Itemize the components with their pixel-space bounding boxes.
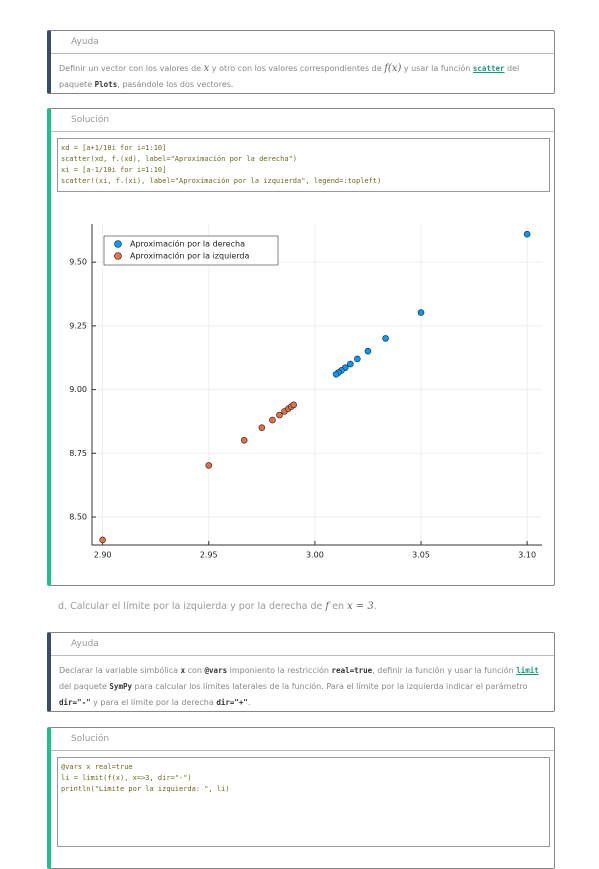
point: [417, 309, 425, 316]
text: del paquete: [59, 682, 110, 691]
page-body: Ayuda Definir un vector con los valores …: [47, 30, 555, 869]
text: , definir la función y usar la función: [372, 666, 517, 675]
code-link[interactable]: scatter: [472, 64, 505, 73]
point: [382, 335, 389, 342]
y-tick-label: 9.00: [69, 385, 87, 394]
code-block: xd = [a+1/10i for i=1:10] scatter(xd, f.…: [57, 138, 550, 192]
text: .: [247, 698, 251, 707]
help-box: Ayuda Definir un vector con los valores …: [47, 30, 555, 94]
text: .: [373, 601, 377, 612]
legend-marker: [114, 240, 122, 248]
point: [347, 360, 354, 368]
math: f(x): [384, 63, 402, 74]
point: [205, 462, 213, 469]
x-tick-label: 3.10: [518, 551, 536, 560]
y-tick-label: 8.50: [69, 512, 87, 521]
text: y otro con los valores correspondientes …: [209, 64, 385, 73]
help-title: Ayuda: [51, 31, 554, 54]
point: [364, 347, 372, 355]
point: [354, 355, 361, 363]
y-tick-label: 9.25: [69, 321, 87, 330]
point: [523, 230, 531, 238]
legend-label: Aproximación por la izquierda: [130, 251, 250, 261]
text: , pasándole los dos vectores.: [117, 80, 234, 89]
code-block: @vars x real=true li = limit(f(x), x=>3,…: [57, 757, 550, 847]
question: d. Calcular el límite por la izquierda y…: [58, 601, 377, 612]
point: [290, 401, 297, 409]
axis-frame: [91, 224, 542, 546]
help-text: Definir un vector con los valores de x y…: [51, 54, 554, 100]
legend-marker: [114, 252, 122, 260]
x-tick-label: 3.00: [306, 551, 324, 560]
point: [269, 416, 276, 424]
text: Declarar la variable simbólica: [59, 666, 181, 675]
code-line: @vars x real=true: [61, 763, 133, 771]
math: f: [325, 601, 330, 612]
point: [240, 436, 248, 444]
code: SymPy: [109, 682, 132, 691]
code-line: xd = [a+1/10i for i=1:10]: [61, 144, 167, 152]
solution-box: Solución @vars x real=true li = limit(f(…: [47, 727, 555, 869]
legend-label: Aproximación por la derecha: [130, 239, 245, 249]
code-line: scatter!(xi, f.(xi), label="Aproximación…: [61, 177, 382, 185]
text: del paquete: [59, 64, 520, 89]
y-tick-label: 9.50: [69, 258, 87, 267]
math: x: [203, 63, 210, 74]
code: Plots: [94, 80, 118, 89]
help-text: Declarar la variable simbólica x con @va…: [51, 656, 554, 718]
help-title: Ayuda: [51, 633, 554, 656]
point: [276, 411, 283, 419]
y-tick-label: 8.75: [69, 449, 87, 458]
help-box: Ayuda Declarar la variable simbólica x c…: [47, 632, 555, 712]
code-line: li = limit(f(x), x=>3, dir="-"): [61, 774, 192, 782]
point: [332, 370, 340, 378]
code-line: println("Límite por la izquierda: ", li): [61, 785, 230, 793]
text: y usar la función: [401, 64, 473, 73]
text: en: [329, 601, 347, 612]
x-tick-label: 2.95: [200, 551, 218, 560]
point: [99, 536, 106, 544]
text: para calcular los límites laterales de l…: [132, 682, 528, 691]
x-tick-label: 3.05: [412, 551, 430, 560]
text: con: [185, 666, 205, 675]
code: x: [180, 666, 186, 675]
code: dir="+": [216, 698, 248, 707]
code: real=true: [331, 666, 373, 675]
solution-box: Solución xd = [a+1/10i for i=1:10] scatt…: [47, 108, 555, 586]
text: y para el límite por la derecha: [90, 698, 217, 707]
text: d. Calcular el límite por la izquierda y…: [58, 601, 326, 612]
math: x = 3: [346, 601, 374, 612]
code-line: scatter(xd, f.(xd), label="Aproximación …: [61, 155, 298, 163]
code: @vars: [204, 666, 228, 675]
code: dir="-": [59, 698, 91, 707]
solution-title: Solución: [51, 728, 554, 751]
solution-title: Solución: [51, 109, 554, 132]
code-link[interactable]: limit: [516, 666, 539, 675]
point: [258, 424, 266, 431]
page: {"help1": {"title": "Ayuda", "parts": ["…: [47, 30, 555, 869]
text: Definir un vector con los valores de: [59, 64, 204, 73]
text: imponiento la restricción: [227, 666, 332, 675]
legend-box: [103, 235, 279, 266]
chart: 8.50 8.75 9.00 9.25 9.50 2.90 2.95 3.00 3.05 3.10…: [69, 224, 542, 560]
code-line: xi = [a-1/10i for i=1:10]: [61, 166, 167, 174]
x-tick-label: 2.90: [94, 551, 112, 560]
